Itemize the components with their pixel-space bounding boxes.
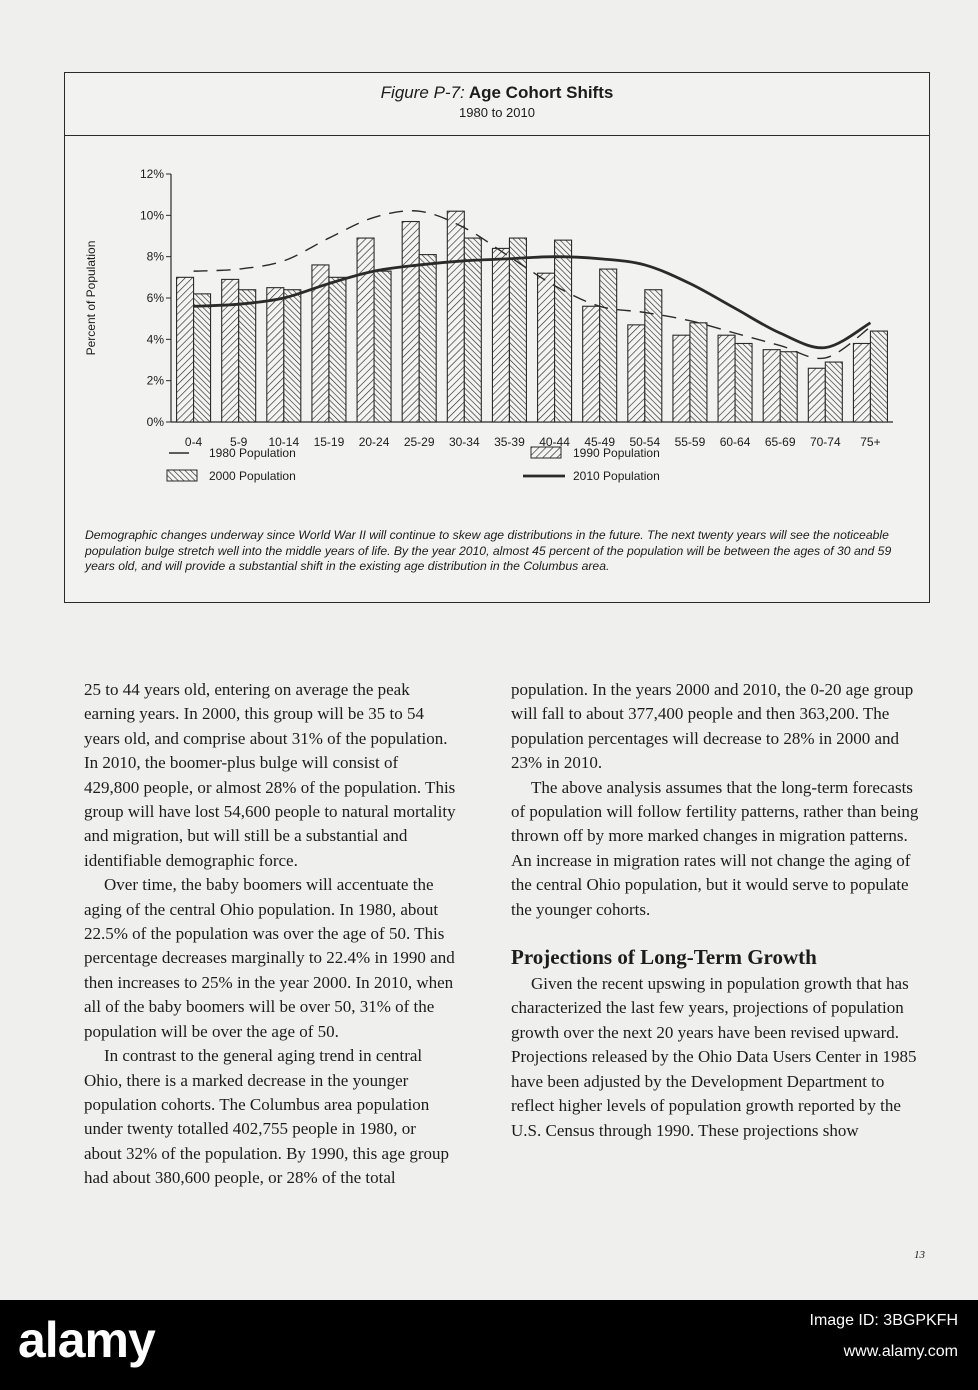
bar-1990-55-59 bbox=[672, 334, 691, 423]
bar-2000-65-69 bbox=[779, 351, 798, 423]
figure-box: Figure P-7: Age Cohort Shifts 1980 to 20… bbox=[64, 72, 930, 603]
alamy-logo: alamy bbox=[18, 1312, 156, 1368]
paragraph: Given the recent upswing in population g… bbox=[511, 974, 917, 1140]
x-tick-label: 35-39 bbox=[494, 435, 525, 449]
image-id: Image ID: 3BGPKFH bbox=[809, 1312, 959, 1329]
age-cohort-chart: 0% 2% 4% 6% 8% 10% 12% Percent of Population 0-4… bbox=[84, 167, 893, 483]
bar-2000-70-74 bbox=[824, 361, 843, 423]
paragraph: 25 to 44 years old, entering on average … bbox=[84, 680, 456, 870]
bar-1990-45-49 bbox=[582, 305, 601, 423]
x-tick-label: 75+ bbox=[860, 435, 880, 449]
bar-2000-75+ bbox=[869, 330, 888, 423]
x-tick-label: 25-29 bbox=[404, 435, 435, 449]
x-tick-label: 5-9 bbox=[230, 435, 248, 449]
line-2010 bbox=[193, 255, 872, 350]
page-number: 13 bbox=[914, 1249, 925, 1261]
x-tick-label: 60-64 bbox=[720, 435, 751, 449]
x-tick-label: 70-74 bbox=[810, 435, 841, 449]
y-tick-label: 6% bbox=[147, 291, 165, 305]
line-1980 bbox=[193, 210, 871, 360]
y-tick-label: 0% bbox=[147, 415, 165, 429]
x-tick-label: 50-54 bbox=[629, 435, 660, 449]
paragraph: In contrast to the general aging trend i… bbox=[84, 1046, 449, 1188]
figure-label: Figure P-7: bbox=[380, 83, 465, 102]
watermark-url: www.alamy.com bbox=[843, 1343, 958, 1360]
y-tick-label: 4% bbox=[147, 332, 165, 346]
bar-2000-60-64 bbox=[734, 342, 753, 423]
bar-1990-0-4 bbox=[176, 276, 195, 423]
right-text-column: population. In the years 2000 and 2010, … bbox=[511, 678, 923, 1143]
bar-2000-5-9 bbox=[238, 289, 257, 423]
x-tick-label: 65-69 bbox=[765, 435, 796, 449]
bar-1990-5-9 bbox=[221, 278, 240, 423]
bar-1990-40-44 bbox=[537, 272, 556, 423]
paragraph: population. In the years 2000 and 2010, … bbox=[511, 680, 914, 773]
bar-1990-65-69 bbox=[762, 349, 781, 423]
bar-2000-25-29 bbox=[418, 254, 437, 423]
x-tick-label: 30-34 bbox=[449, 435, 480, 449]
bar-1990-25-29 bbox=[401, 220, 420, 423]
bar-1990-20-24 bbox=[356, 237, 375, 423]
x-tick-label: 10-14 bbox=[268, 435, 299, 449]
bar-2000-15-19 bbox=[328, 276, 347, 423]
figure-title-text: Age Cohort Shifts bbox=[468, 83, 614, 102]
x-tick-label: 0-4 bbox=[185, 435, 203, 449]
section-heading: Projections of Long-Term Growth bbox=[511, 945, 817, 970]
paragraph: The above analysis assumes that the long… bbox=[511, 777, 919, 919]
legend-swatch-2000 bbox=[166, 469, 198, 482]
document-page: Figure P-7: Age Cohort Shifts 1980 to 20… bbox=[64, 72, 930, 1261]
figure-title: Figure P-7: Age Cohort Shifts bbox=[65, 83, 929, 103]
legend-label-1990: 1990 Population bbox=[573, 446, 660, 460]
x-tick-label: 15-19 bbox=[314, 435, 345, 449]
y-tick-label: 2% bbox=[147, 374, 165, 388]
bar-1990-30-34 bbox=[446, 210, 465, 423]
bar-1990-70-74 bbox=[807, 367, 826, 423]
paragraph: Over time, the baby boomers will accentu… bbox=[84, 875, 455, 1041]
figure-header: Figure P-7: Age Cohort Shifts 1980 to 20… bbox=[65, 73, 929, 136]
left-text-column: 25 to 44 years old, entering on average … bbox=[84, 678, 456, 1191]
bar-2000-35-39 bbox=[508, 237, 527, 423]
bar-2000-20-24 bbox=[373, 270, 392, 423]
bar-2000-45-49 bbox=[599, 268, 618, 423]
bar-2000-0-4 bbox=[193, 293, 212, 423]
bar-1990-75+ bbox=[852, 342, 871, 423]
bar-1990-10-14 bbox=[266, 287, 285, 423]
bar-2000-55-59 bbox=[689, 322, 708, 423]
y-axis-label: Percent of Population bbox=[84, 241, 98, 356]
y-tick-label: 12% bbox=[140, 167, 164, 181]
bar-1990-60-64 bbox=[717, 334, 736, 423]
bar-2000-50-54 bbox=[644, 289, 663, 423]
x-tick-label: 55-59 bbox=[675, 435, 706, 449]
bar-2000-40-44 bbox=[554, 239, 573, 423]
x-tick-label: 20-24 bbox=[359, 435, 390, 449]
figure-subtitle: 1980 to 2010 bbox=[459, 105, 535, 120]
legend-label-2010: 2010 Population bbox=[573, 469, 660, 483]
y-tick-label: 10% bbox=[140, 208, 164, 222]
figure-caption: Demographic changes underway since World… bbox=[85, 528, 892, 573]
bar-1990-35-39 bbox=[491, 247, 510, 423]
bar-1990-50-54 bbox=[627, 324, 646, 423]
legend-label-1980: 1980 Population bbox=[209, 446, 296, 460]
y-tick-label: 8% bbox=[147, 250, 165, 264]
watermark-bar bbox=[0, 1300, 978, 1390]
bar-2000-10-14 bbox=[283, 289, 302, 423]
bar-2000-30-34 bbox=[463, 237, 482, 423]
x-tick-label: 40-44 bbox=[539, 435, 570, 449]
legend-swatch-1990 bbox=[530, 446, 562, 459]
x-tick-label: 45-49 bbox=[584, 435, 615, 449]
legend-label-2000: 2000 Population bbox=[209, 469, 296, 483]
